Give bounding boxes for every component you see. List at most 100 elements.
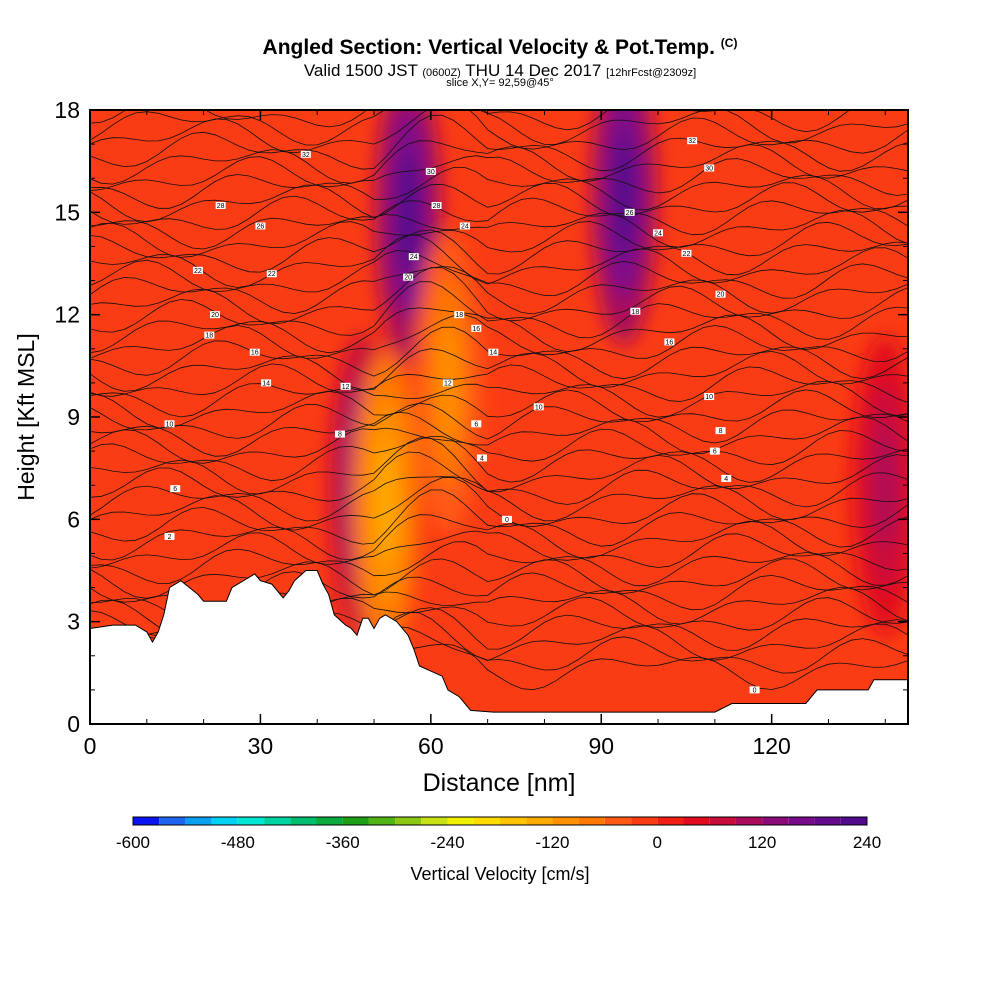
theta-label: 16 <box>249 348 260 357</box>
theta-label: 24 <box>408 253 419 261</box>
theta-label-text: 22 <box>683 251 691 258</box>
theta-label-text: 0 <box>753 687 757 694</box>
theta-label: 28 <box>431 202 442 210</box>
colorbar-swatch <box>762 817 789 825</box>
theta-label: 10 <box>704 393 715 401</box>
theta-contour-line <box>90 427 908 466</box>
theta-contour-line <box>90 167 908 211</box>
theta-label-text: 10 <box>705 394 713 401</box>
colorbar-swatch <box>447 817 474 825</box>
y-tick-label: 18 <box>54 97 80 123</box>
theta-contour-line <box>90 348 908 392</box>
theta-label: 6 <box>709 447 720 456</box>
colorbar-tick-label: -360 <box>326 833 360 852</box>
theta-contour-line <box>90 380 908 418</box>
theta-contour-line <box>90 402 908 444</box>
y-axis-label: Height [Kft MSL] <box>13 333 39 500</box>
velocity-core-peak <box>613 135 634 256</box>
theta-contour-line <box>90 514 908 561</box>
theta-contour-line <box>90 363 908 403</box>
theta-label: 2 <box>164 532 175 541</box>
colorbar-swatch <box>604 817 632 825</box>
theta-contour-line <box>90 234 908 288</box>
theta-label-text: 16 <box>666 339 674 346</box>
slice-info: slice X,Y= 92,59@45° <box>446 77 554 89</box>
y-tick-label: 0 <box>67 711 80 737</box>
theta-label-text: 14 <box>489 350 497 357</box>
theta-label-text: 12 <box>444 380 452 387</box>
theta-label-text: 18 <box>455 312 463 319</box>
colorbar-tick-label: 0 <box>653 833 662 852</box>
theta-contour-line <box>90 140 908 185</box>
theta-label-text: 32 <box>688 138 696 145</box>
x-tick-label: 60 <box>418 733 444 759</box>
valid-utc: (0600Z) <box>422 67 461 79</box>
theta-label: 4 <box>476 454 487 462</box>
y-tick-label: 12 <box>54 302 80 328</box>
chart-subtitle: Valid 1500 JST (0600Z) THU 14 Dec 2017 [… <box>0 61 1000 81</box>
theta-label-text: 28 <box>433 203 441 210</box>
theta-label: 18 <box>630 307 641 316</box>
colorbar-swatch <box>133 817 160 825</box>
forecast-info: [12hrFcst@2309z] <box>606 67 697 79</box>
theta-label-text: 8 <box>338 432 342 439</box>
colorbar-swatch <box>368 817 396 825</box>
x-tick-label: 30 <box>248 733 274 759</box>
theta-contour-line <box>90 281 908 340</box>
theta-label: 22 <box>192 266 203 275</box>
theta-contour-line <box>90 451 908 508</box>
colorbar-swatch <box>683 817 710 825</box>
theta-label: 10 <box>533 403 544 411</box>
colorbar-swatch <box>735 817 763 825</box>
theta-label-text: 16 <box>472 326 480 333</box>
chart-title-unit: (C) <box>720 36 738 50</box>
theta-contour-line <box>90 250 908 299</box>
theta-label-text: 24 <box>410 254 418 261</box>
theta-label: 8 <box>715 427 726 435</box>
chart-title: Angled Section: Vertical Velocity & Pot.… <box>0 36 1000 60</box>
theta-contour-line <box>90 195 908 236</box>
theta-label: 12 <box>340 382 351 391</box>
theta-contour-line <box>90 220 908 258</box>
colorbar-swatch <box>342 817 369 825</box>
theta-label: 30 <box>425 167 436 176</box>
colorbar-swatch <box>185 817 212 825</box>
theta-label-text: 14 <box>262 380 270 387</box>
theta-label: 28 <box>215 202 226 210</box>
colorbar-swatch <box>814 817 841 825</box>
colorbar-tick-label: -600 <box>116 833 150 852</box>
theta-label-text: 4 <box>724 476 728 483</box>
theta-contour-line <box>90 110 908 146</box>
theta-contour-line <box>90 110 908 154</box>
theta-label-text: 20 <box>404 275 412 282</box>
colorbar-swatch <box>657 817 684 825</box>
y-tick-label: 6 <box>67 506 80 532</box>
colorbar-swatch <box>840 817 867 825</box>
theta-label: 20 <box>209 311 220 319</box>
colorbar-swatch <box>237 817 265 825</box>
theta-label-text: 6 <box>713 449 717 456</box>
theta-label: 24 <box>653 229 664 237</box>
theta-label-text: 32 <box>302 152 310 159</box>
colorbar-frame <box>132 816 868 826</box>
colorbar-tick-label: 120 <box>748 833 776 852</box>
theta-label: 18 <box>454 311 465 319</box>
valid-date: THU 14 Dec 2017 <box>465 61 602 80</box>
theta-contour-line <box>90 182 908 223</box>
x-tick-label: 0 <box>84 733 97 759</box>
theta-label: 6 <box>170 485 181 493</box>
colorbar-label: Vertical Velocity [cm/s] <box>410 864 589 884</box>
theta-label: 18 <box>204 331 215 340</box>
theta-label: 14 <box>261 379 272 387</box>
theta-contour-line <box>90 476 908 522</box>
theta-label: 22 <box>266 270 277 278</box>
theta-label-text: 28 <box>217 203 225 210</box>
theta-contour-line <box>90 437 908 495</box>
theta-label: 14 <box>488 348 499 357</box>
theta-label-text: 6 <box>474 421 478 428</box>
colorbar-swatch <box>264 817 291 825</box>
terrain-profile <box>90 570 908 724</box>
theta-contour-line <box>90 389 908 429</box>
theta-label: 10 <box>164 420 175 428</box>
theta-label: 32 <box>687 137 698 145</box>
